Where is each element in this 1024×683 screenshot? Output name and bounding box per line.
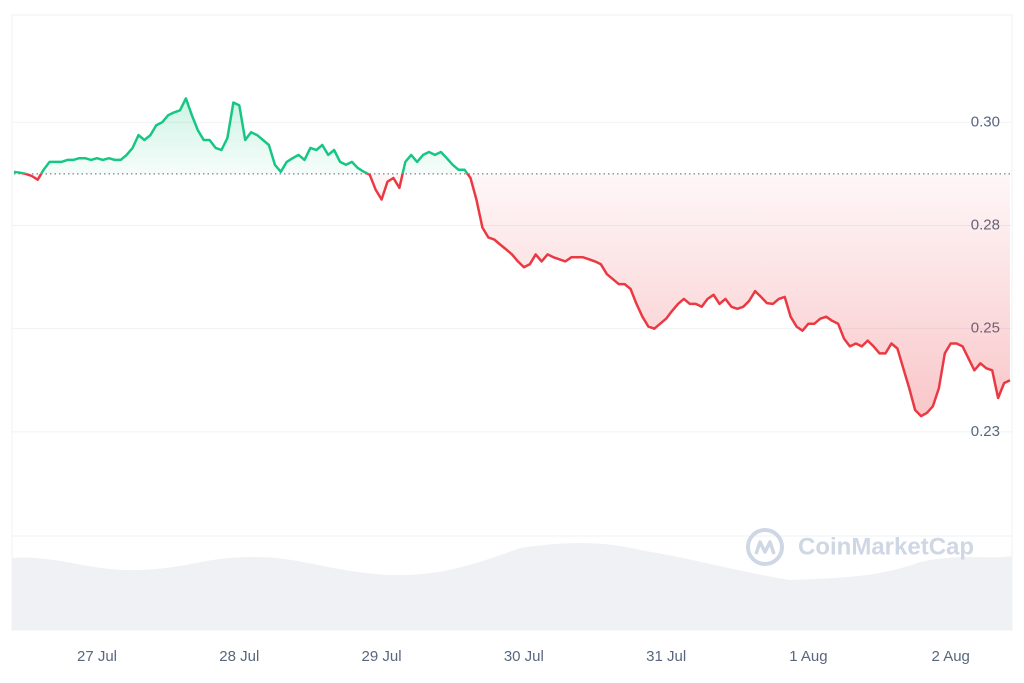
x-tick-label: 31 Jul [646,648,686,665]
watermark: CoinMarketCap [798,533,974,560]
x-tick-label: 1 Aug [789,648,827,665]
x-tick-label: 2 Aug [932,648,970,665]
price-line [13,97,1011,418]
volume-area [12,543,1012,630]
watermark-logo [746,528,784,566]
y-tick-label: 0.23 [971,423,1000,440]
y-tick-label: 0.30 [971,113,1000,130]
x-tick-label: 28 Jul [219,648,259,665]
x-tick-label: 29 Jul [362,648,402,665]
x-tick-label: 27 Jul [77,648,117,665]
x-tick-label: 30 Jul [504,648,544,665]
area-fill [14,98,1010,417]
